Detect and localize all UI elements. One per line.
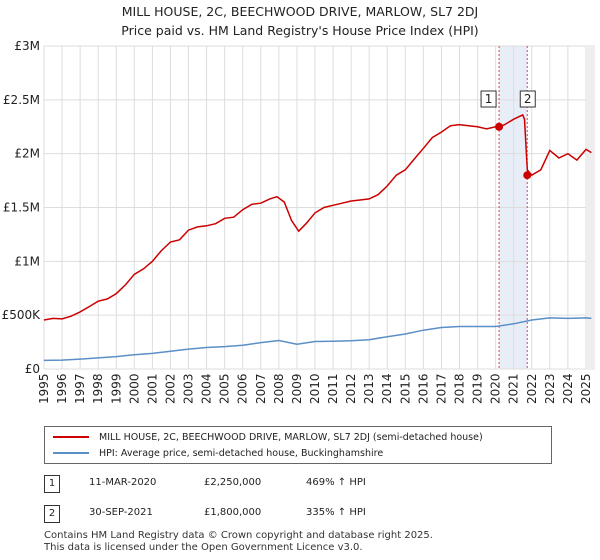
y-tick-label: £1.5M [3,201,40,215]
chart-title-block: MILL HOUSE, 2C, BEECHWOOD DRIVE, MARLOW,… [0,2,600,40]
x-tick-label: 2009 [290,373,304,404]
x-tick-label: 2005 [218,373,232,404]
x-tick-label: 2018 [453,373,467,404]
series-line-property [43,113,592,321]
x-tick-label: 2025 [579,373,593,404]
chart-title: MILL HOUSE, 2C, BEECHWOOD DRIVE, MARLOW,… [121,4,479,19]
x-tick-label: 2000 [127,373,141,404]
footer: Contains HM Land Registry data © Crown c… [44,530,433,554]
x-tick-label: 2019 [471,373,485,404]
y-tick-label: £500K [2,308,42,322]
line-chart: 1 2 £0 £500K £1M £1.5M £2M £2.5M £3M 1995 1996 1997… [2,39,595,404]
y-tick-label: £2.5M [3,93,40,107]
x-tick-label: 2011 [326,373,340,404]
y-tick-label: £0 [25,362,40,376]
chart-subtitle: Price paid vs. HM Land Registry's House … [121,23,479,38]
legend-swatch-property [53,436,89,438]
x-tick-label: 2013 [362,373,376,404]
x-tick-label: 2021 [507,373,521,404]
transaction-hpi: 335% ↑ HPI [306,507,366,518]
series-line-hpi [43,317,592,362]
x-tick-label: 2004 [200,373,214,404]
x-tick-label: 2006 [236,373,250,404]
x-tick-label: 1996 [55,373,69,404]
x-tick-label: 2015 [398,373,412,404]
x-tick-label: 2001 [145,373,159,404]
x-tick-label: 1998 [91,373,105,404]
x-tick-label: 2016 [416,373,430,404]
sale-point-2 [523,171,532,180]
x-tick-label: 1995 [37,373,51,404]
x-tick-label: 2010 [308,373,322,404]
legend: MILL HOUSE, 2C, BEECHWOOD DRIVE, MARLOW,… [44,426,552,464]
future-hatch [585,46,595,369]
footer-licence: This data is licensed under the Open Gov… [44,542,363,553]
x-tick-label: 2020 [489,373,503,404]
y-tick-label: £1M [14,254,40,268]
transaction-date: 30-SEP-2021 [89,507,153,518]
legend-item-property: MILL HOUSE, 2C, BEECHWOOD DRIVE, MARLOW,… [53,429,483,445]
marker-label-1: 1 [485,92,493,106]
x-tick-label: 2014 [380,373,394,404]
footer-copyright: Contains HM Land Registry data © Crown c… [44,530,433,541]
y-tick-label: £2M [14,147,40,161]
transaction-number: 1 [44,475,60,493]
x-tick-label: 1999 [109,373,123,404]
legend-label-hpi: HPI: Average price, semi-detached house,… [99,447,384,459]
marker-box-2 [519,90,536,108]
x-tick-label: 2022 [525,373,539,404]
marker-box-1 [480,90,497,108]
transaction-price: £1,800,000 [204,507,262,518]
sale-point-1 [495,122,504,131]
transaction-number: 2 [44,505,60,523]
transaction-price: £2,250,000 [204,477,262,488]
legend-item-hpi: HPI: Average price, semi-detached house,… [53,445,383,461]
legend-swatch-hpi [53,452,89,454]
x-tick-label: 2002 [163,373,177,404]
x-tick-label: 1997 [73,373,87,404]
legend-label-property: MILL HOUSE, 2C, BEECHWOOD DRIVE, MARLOW,… [99,431,483,443]
transaction-date: 11-MAR-2020 [89,477,157,488]
y-tick-label: £3M [14,39,40,53]
x-tick-label: 2008 [272,373,286,404]
x-tick-label: 2007 [254,373,268,404]
marker-label-2: 2 [524,92,532,106]
x-tick-label: 2024 [561,373,575,404]
x-tick-label: 2003 [182,373,196,404]
x-tick-label: 2012 [344,373,358,404]
x-tick-label: 2017 [434,373,448,404]
x-tick-label: 2023 [543,373,557,404]
transaction-hpi: 469% ↑ HPI [306,477,366,488]
